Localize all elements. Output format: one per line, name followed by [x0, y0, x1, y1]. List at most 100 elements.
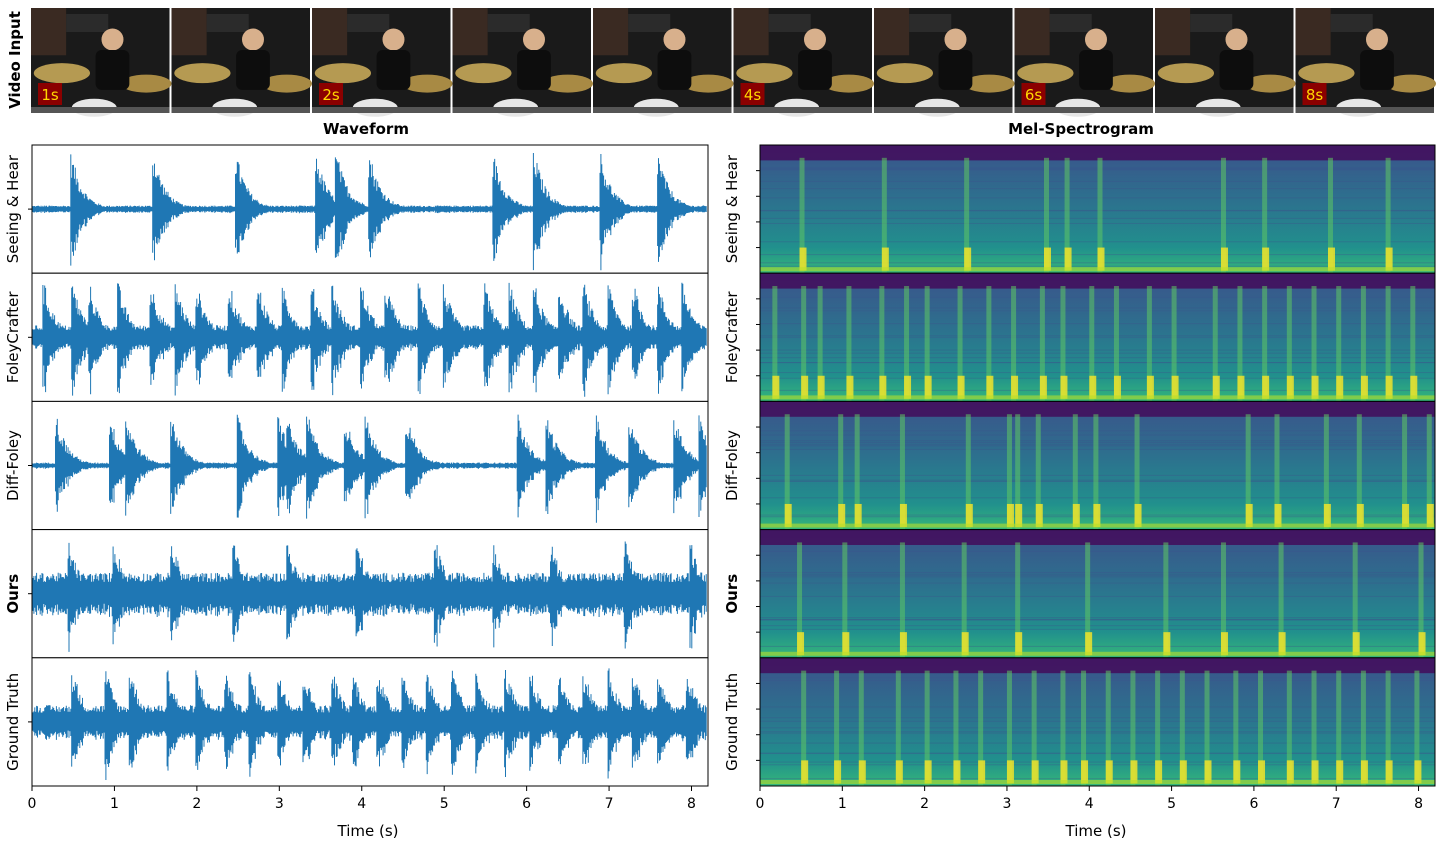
onset-stripe [881, 157, 887, 274]
onset-stripe [895, 670, 901, 786]
waveform-trace [32, 668, 707, 780]
onset-stripe [1286, 670, 1292, 786]
waveform-xlabel: Time (s) [337, 822, 399, 840]
onset-stripe [1064, 157, 1070, 274]
method-row-label: Seeing & Hear [4, 154, 22, 263]
x-tick-label: 2 [192, 796, 201, 812]
onset-stripe [1414, 670, 1420, 786]
spectrogram-panel [756, 657, 1436, 787]
time-badge-label: 4s [744, 86, 762, 104]
onset-stripe [1006, 414, 1012, 530]
onset-stripe [772, 286, 778, 402]
onset-stripe [1286, 286, 1292, 402]
onset-stripe [1262, 157, 1268, 274]
video-frame [1155, 8, 1296, 117]
onset-stripe [1237, 286, 1243, 402]
x-tick-label: 5 [440, 796, 449, 812]
onset-stripe [961, 542, 967, 658]
video-frame [452, 8, 594, 117]
onset-stripe [801, 670, 807, 786]
onset-stripe [1274, 414, 1280, 530]
onset-stripe [1089, 286, 1095, 402]
x-tick-label: 6 [1249, 796, 1258, 812]
waveform-x-axis: 0 1 2 3 4 5 6 7 8 [28, 786, 696, 812]
onset-stripe [964, 157, 970, 274]
video-frame [171, 8, 312, 117]
onset-stripe [1155, 670, 1161, 786]
onset-stripe [1085, 542, 1091, 658]
onset-stripe [1311, 670, 1317, 786]
time-badge-label: 6s [1025, 86, 1043, 104]
method-row-label: Seeing & Hear [723, 154, 741, 263]
onset-stripe [1011, 286, 1017, 402]
x-tick-label: 0 [756, 796, 765, 812]
time-badge: 4s [740, 83, 765, 105]
onset-stripe [1356, 414, 1362, 530]
onset-stripe [1327, 157, 1333, 274]
waveform-trace [32, 282, 707, 397]
onset-stripe [924, 286, 930, 402]
video-frame [31, 8, 172, 117]
onset-stripe [1105, 670, 1111, 786]
onset-stripe [1015, 542, 1021, 658]
onset-stripe [1006, 670, 1012, 786]
x-tick-label: 4 [357, 796, 366, 812]
onset-stripe [1385, 157, 1391, 274]
spectrogram-panel [756, 144, 1436, 274]
waveform-panel [28, 144, 709, 274]
video-frame-strip: 1s 2s 4s 6s 8s [31, 8, 1436, 117]
onset-stripe [1146, 286, 1152, 402]
spectrogram-x-axis: 0 1 2 3 4 5 6 7 8 [756, 786, 1423, 812]
x-tick-label: 0 [28, 796, 37, 812]
x-tick-label: 5 [1167, 796, 1176, 812]
method-row-label: Diff-Foley [4, 430, 22, 501]
video-frame [1014, 8, 1155, 117]
onset-stripe [904, 286, 910, 402]
method-row-label: FoleyCrafter [723, 291, 741, 384]
onset-stripe [1212, 286, 1218, 402]
onset-stripe [858, 670, 864, 786]
video-frame [312, 8, 453, 117]
onset-stripe [957, 286, 963, 402]
time-badge-label: 8s [1306, 86, 1324, 104]
onset-stripe [1402, 414, 1408, 530]
onset-stripe [1035, 414, 1041, 530]
onset-stripe [899, 542, 905, 658]
onset-stripe [1060, 670, 1066, 786]
onset-stripe [1360, 286, 1366, 402]
onset-stripe [1134, 414, 1140, 530]
onset-stripe [1220, 542, 1226, 658]
spectrogram-title: Mel-Spectrogram [1008, 120, 1154, 138]
waveform-panels [28, 144, 709, 787]
waveform-trace [32, 153, 707, 271]
onset-stripe [1130, 670, 1136, 786]
x-tick-label: 1 [110, 796, 119, 812]
onset-stripe [1258, 670, 1264, 786]
onset-stripe [1385, 286, 1391, 402]
onset-stripe [1262, 286, 1268, 402]
waveform-panel [28, 657, 709, 787]
onset-stripe [986, 286, 992, 402]
onset-stripe [1418, 542, 1424, 658]
onset-stripe [1039, 286, 1045, 402]
onset-stripe [965, 414, 971, 530]
onset-stripe [834, 670, 840, 786]
video-row-label: Video Input [6, 11, 24, 109]
method-row-label: Ours [4, 574, 22, 614]
method-row-label: Ground Truth [4, 673, 22, 771]
x-tick-label: 8 [687, 796, 696, 812]
onset-stripe [799, 157, 805, 274]
onset-stripe [801, 286, 807, 402]
onset-stripe [817, 286, 823, 402]
onset-stripe [1323, 414, 1329, 530]
waveform-panel [28, 400, 709, 531]
x-tick-label: 7 [1332, 796, 1341, 812]
onset-stripe [924, 670, 930, 786]
time-badge: 2s [319, 83, 343, 105]
x-tick-label: 3 [1002, 796, 1011, 812]
onset-stripe [838, 414, 844, 530]
onset-stripe [1097, 157, 1103, 274]
onset-stripe [978, 670, 984, 786]
x-tick-label: 4 [1085, 796, 1094, 812]
onset-stripe [1163, 542, 1169, 658]
